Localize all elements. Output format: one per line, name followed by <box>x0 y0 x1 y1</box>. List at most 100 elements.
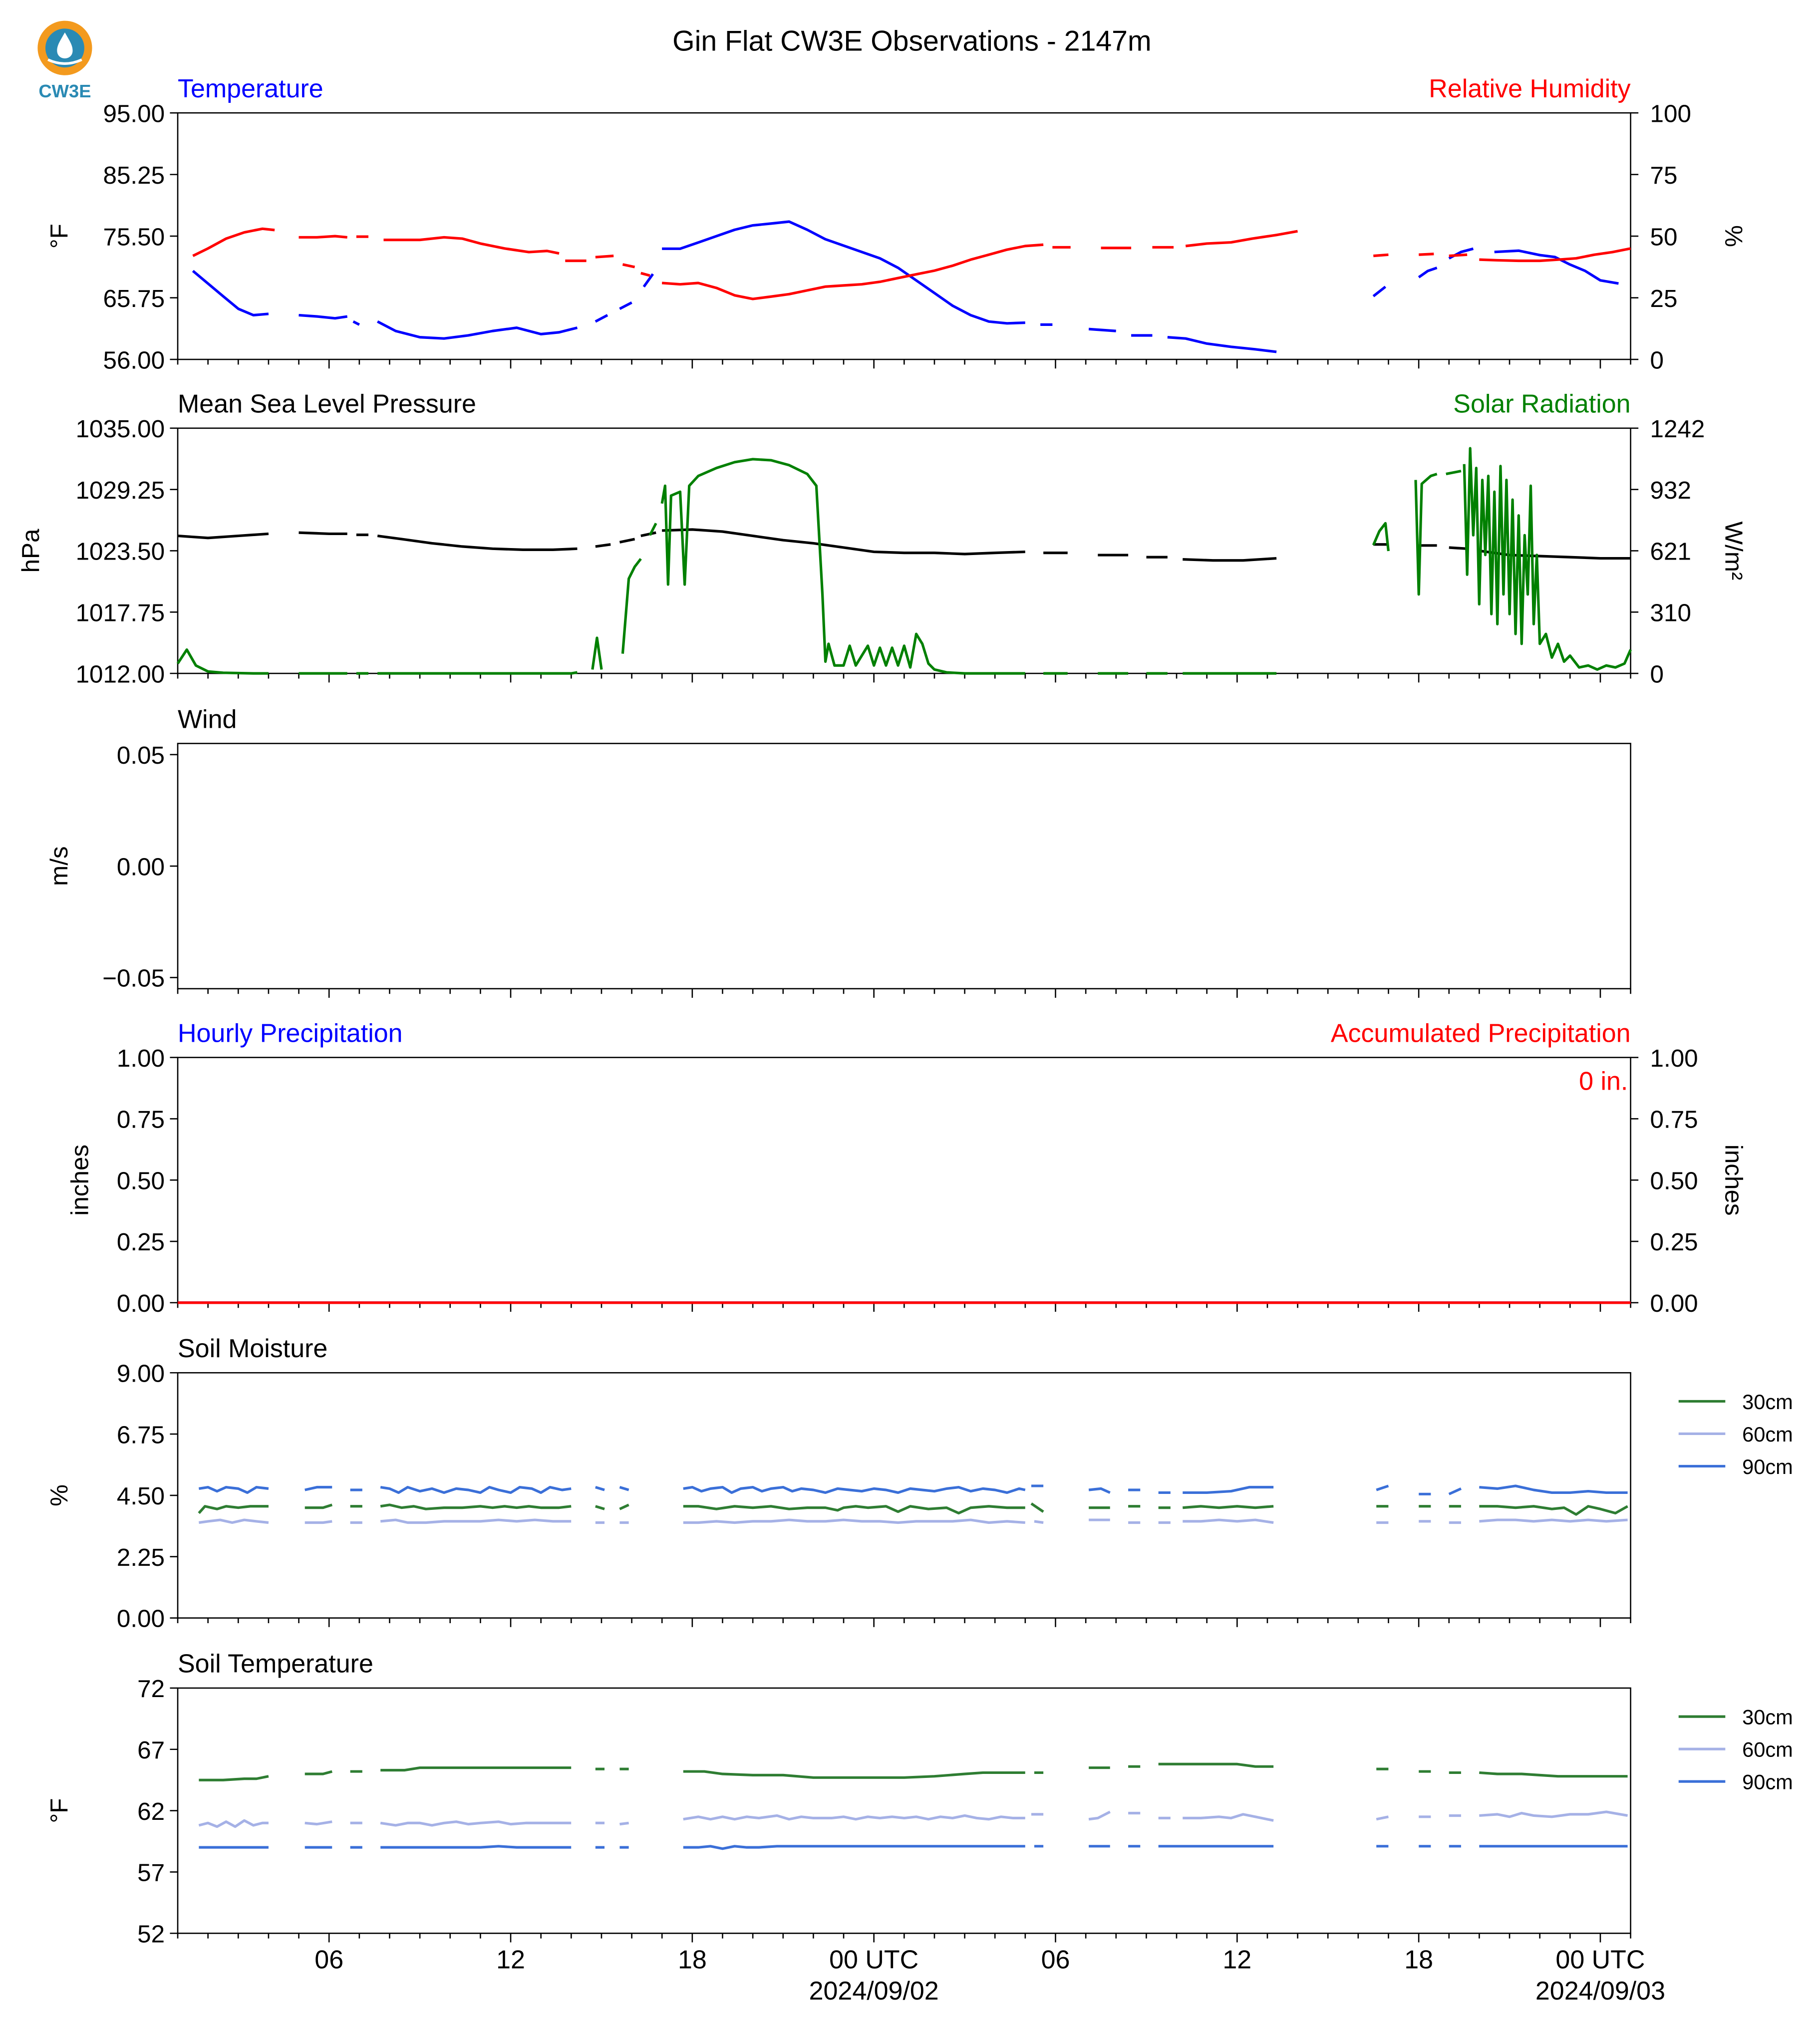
series-line-segment <box>1419 253 1434 256</box>
series-line-segment <box>619 1821 629 1826</box>
panel-right-title: Solar Radiation <box>1453 390 1630 419</box>
series-line-segment <box>1479 1518 1628 1523</box>
plot-frame <box>177 1372 1631 1619</box>
y2-axis-label: % <box>1720 225 1747 247</box>
y-tick-label: 0.50 <box>117 1167 165 1194</box>
series-line-segment <box>304 1520 332 1524</box>
y-tick-label: 1012.00 <box>76 660 165 688</box>
series-line-segment <box>1463 447 1632 671</box>
legend-label: 90cm <box>1742 1455 1793 1478</box>
plot-frame <box>177 112 1631 360</box>
y-axis-label: °F <box>45 1798 73 1823</box>
series-line-segment <box>192 270 269 317</box>
panel-left-title: Soil Temperature <box>178 1650 373 1679</box>
series-line-segment <box>304 1820 332 1826</box>
accumulated-total-label: 0 in. <box>1579 1067 1628 1096</box>
x-tick-label: 18 <box>1404 1945 1433 1974</box>
series-line-segment <box>1034 1520 1044 1524</box>
y2-tick-label: 1242 <box>1650 415 1705 443</box>
y-tick-label: 72 <box>137 1675 165 1703</box>
y2-tick-label: 75 <box>1650 162 1678 189</box>
series-line-segment <box>380 1518 572 1524</box>
legend-label: 60cm <box>1742 1738 1793 1761</box>
series-line-segment <box>660 458 1025 675</box>
y-axis-label: °F <box>45 224 73 249</box>
x-tick-label: 06 <box>1041 1945 1070 1974</box>
series-line-segment <box>198 1505 269 1514</box>
series-line-segment <box>595 314 608 323</box>
y2-axis-label: W/m² <box>1720 522 1747 580</box>
x-date-label: 2024/09/03 <box>1535 1977 1665 2006</box>
legend-label: 60cm <box>1742 1423 1793 1446</box>
series-line-segment <box>1479 1810 1628 1818</box>
series-line-segment <box>383 236 560 255</box>
series-line-segment <box>380 1845 572 1849</box>
series-temperature <box>192 220 1619 353</box>
series-line-segment <box>595 543 611 548</box>
legend-label: 90cm <box>1742 1770 1793 1794</box>
x-tick-label: 00 UTC <box>829 1945 918 1974</box>
series-line-segment <box>619 1486 629 1491</box>
x-tick-label: 12 <box>1222 1945 1251 1974</box>
series-line-segment <box>199 1775 269 1781</box>
series-line-segment <box>1418 267 1438 279</box>
y2-tick-label: 0.25 <box>1650 1228 1698 1256</box>
panels: Temperature Relative Humidity 56.00 65.75 75… <box>17 74 1793 1948</box>
series-line-segment <box>619 1503 629 1510</box>
logo-text: CW3E <box>38 81 91 101</box>
panel-precipitation: Hourly Precipitation Accumulated Precipit… <box>66 1019 1748 1317</box>
series-line-segment <box>683 1505 1025 1515</box>
y2-tick-label: 310 <box>1650 599 1691 626</box>
y-tick-label: 0.05 <box>117 742 165 769</box>
series-30cm <box>199 1762 1628 1781</box>
panel-temperature: Temperature Relative Humidity 56.00 65.75 75… <box>45 74 1747 374</box>
series-line-segment <box>1088 1810 1111 1821</box>
legend: 30cm 60cm 90cm <box>1678 1390 1793 1478</box>
panel-right-title: Accumulated Precipitation <box>1331 1019 1631 1048</box>
series-line-segment <box>1376 1484 1389 1491</box>
x-tick-label: 00 UTC <box>1555 1945 1645 1974</box>
series-line-segment <box>177 532 269 540</box>
series-line-segment <box>640 531 656 538</box>
panel-left-title: Hourly Precipitation <box>178 1019 403 1048</box>
y-tick-label: 95.00 <box>103 100 165 127</box>
series-line-segment <box>304 1485 332 1491</box>
series-line-segment <box>621 558 642 654</box>
panel-left-title: Wind <box>178 705 237 734</box>
series-line-segment <box>683 1485 1026 1494</box>
x-tick-label: 12 <box>496 1945 525 1974</box>
series-line-segment <box>1373 253 1389 258</box>
y-tick-label: 67 <box>137 1737 165 1764</box>
series-line-segment <box>380 1766 572 1772</box>
y-tick-label: 0.00 <box>117 1290 165 1317</box>
series-line-segment <box>377 535 578 552</box>
y-tick-label: 62 <box>137 1798 165 1825</box>
plot-frame <box>177 427 1631 674</box>
series-line-segment <box>1088 327 1116 332</box>
series-line-segment <box>683 1814 1025 1821</box>
panel-soil-temperature: Soil Temperature 52 57 62 67 72 °F 30cm 60cm 90cm <box>45 1650 1793 1948</box>
y2-tick-label: 0.75 <box>1650 1106 1698 1134</box>
y2-tick-label: 0.00 <box>1650 1290 1698 1317</box>
series-line-segment <box>1479 1484 1628 1494</box>
series-relative-humidity <box>192 227 1631 300</box>
legend: 30cm 60cm 90cm <box>1678 1706 1793 1794</box>
series-line-segment <box>1183 1505 1274 1509</box>
series-line-segment <box>1446 470 1462 476</box>
series-line-segment <box>640 272 650 277</box>
series-line-segment <box>299 235 347 239</box>
y2-tick-label: 0 <box>1650 660 1664 688</box>
x-tick-label: 06 <box>314 1945 343 1974</box>
series-line-segment <box>642 273 654 288</box>
y2-tick-label: 25 <box>1650 285 1678 312</box>
y-tick-label: 0.00 <box>117 853 165 880</box>
y-axis-label: m/s <box>45 846 73 886</box>
y2-axis-label: inches <box>1720 1145 1747 1216</box>
panel-left-title: Mean Sea Level Pressure <box>178 390 476 419</box>
series-line-segment <box>198 1485 269 1494</box>
series-line-segment <box>619 538 635 544</box>
legend-label: 30cm <box>1742 1390 1793 1414</box>
y-tick-label: 1023.50 <box>76 538 165 566</box>
series-line-segment <box>299 313 348 320</box>
plot-frame <box>177 1057 1631 1304</box>
